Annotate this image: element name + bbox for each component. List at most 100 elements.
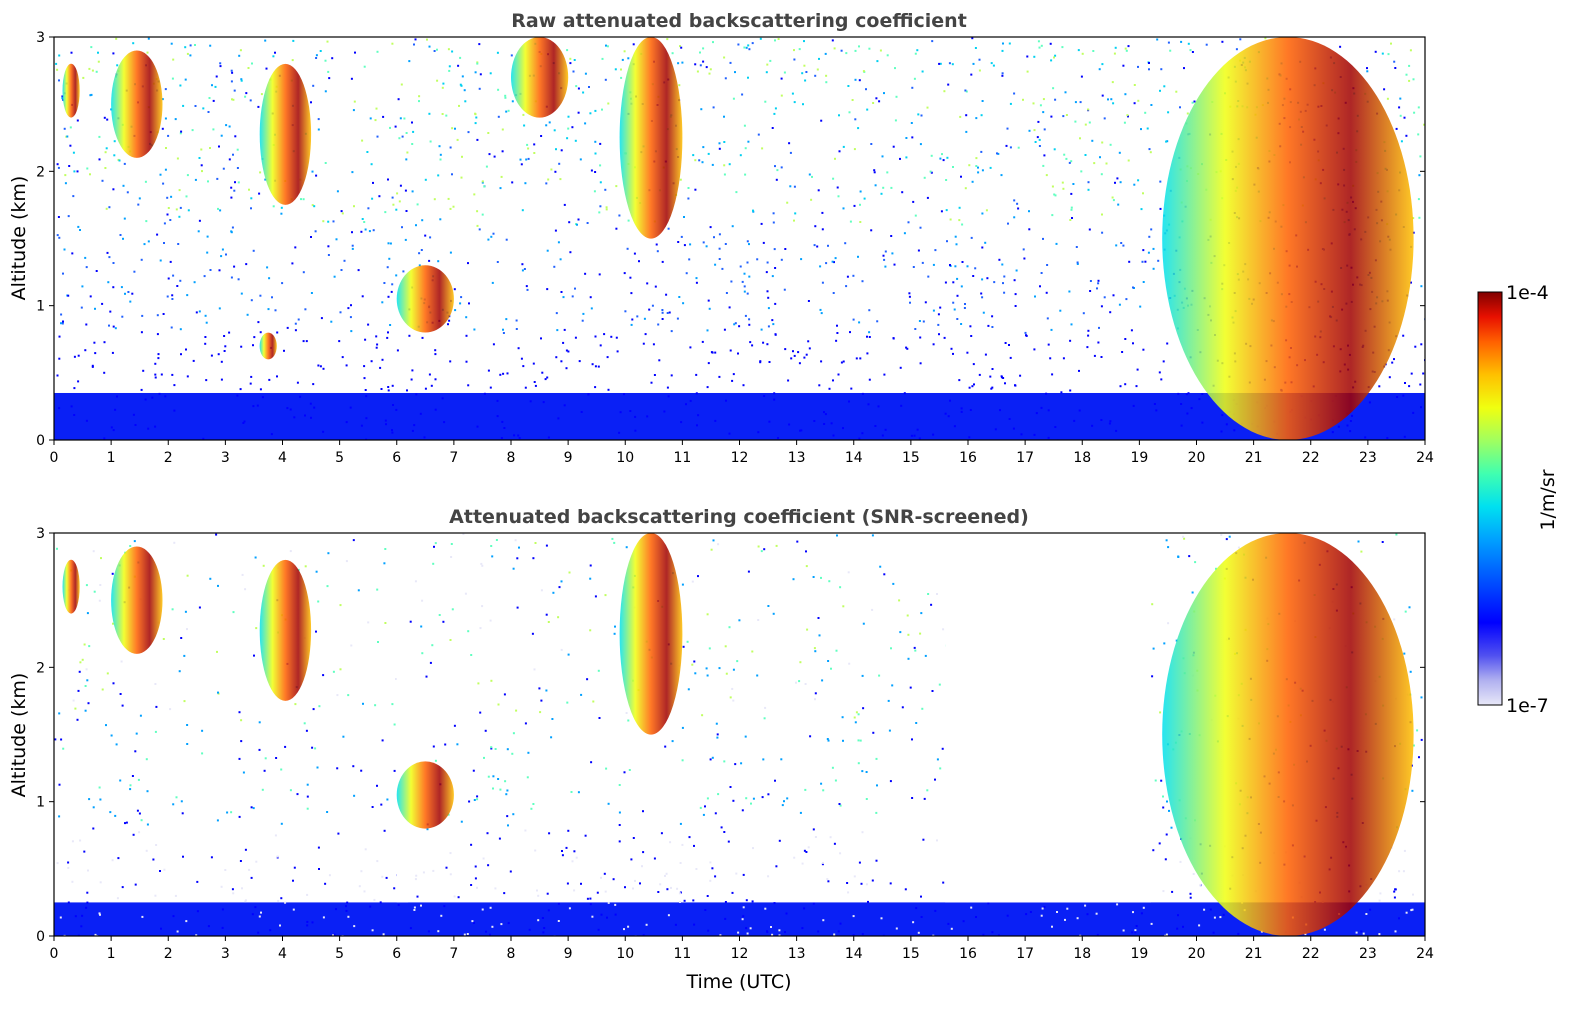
noise-speck: [968, 436, 971, 439]
noise-speck: [565, 367, 568, 370]
noise-speck: [353, 925, 356, 928]
noise-speck: [103, 437, 106, 440]
noise-speck: [77, 689, 80, 692]
noise-speck: [91, 365, 94, 368]
noise-speck: [169, 708, 172, 711]
noise-speck: [793, 58, 796, 61]
noise-speck: [569, 251, 572, 254]
noise-speck: [835, 649, 838, 652]
noise-speck: [802, 103, 804, 106]
noise-speck: [1215, 567, 1217, 570]
noise-speck: [231, 888, 234, 891]
noise-speck: [571, 860, 574, 863]
noise-speck: [766, 343, 769, 346]
noise-speck: [173, 384, 176, 387]
noise-speck: [527, 751, 530, 754]
noise-speck: [880, 917, 883, 920]
noise-speck: [960, 323, 963, 325]
noise-speck: [664, 745, 667, 748]
noise-speck: [653, 857, 656, 860]
noise-speck: [497, 778, 500, 780]
x-tick-label: 1: [107, 450, 116, 466]
noise-speck: [232, 98, 235, 101]
noise-speck: [775, 544, 778, 547]
noise-speck: [221, 926, 224, 929]
noise-speck: [793, 49, 795, 52]
noise-speck: [857, 713, 860, 716]
noise-speck: [112, 622, 114, 625]
noise-speck: [415, 393, 418, 396]
noise-speck: [142, 369, 145, 372]
noise-speck: [594, 152, 597, 155]
noise-speck: [1411, 789, 1414, 792]
noise-speck: [460, 296, 463, 299]
noise-speck: [861, 831, 864, 834]
noise-speck: [1097, 341, 1100, 344]
noise-speck: [176, 285, 179, 287]
noise-speck: [265, 67, 268, 70]
noise-speck: [1054, 54, 1057, 57]
noise-speck: [522, 113, 525, 116]
noise-speck: [1069, 219, 1072, 221]
noise-speck: [465, 316, 468, 319]
x-tick-label: 1: [107, 946, 116, 962]
noise-speck: [960, 410, 963, 413]
noise-speck: [299, 395, 302, 398]
noise-speck: [817, 930, 820, 933]
noise-speck: [349, 316, 352, 319]
noise-speck: [914, 328, 917, 330]
noise-speck: [767, 793, 770, 796]
noise-speck: [1098, 326, 1100, 329]
noise-speck: [497, 115, 500, 118]
noise-speck: [832, 292, 835, 294]
noise-speck: [1003, 291, 1006, 294]
noise-speck: [1040, 272, 1043, 274]
noise-speck: [812, 902, 815, 905]
noise-speck: [599, 205, 602, 208]
noise-speck: [109, 310, 112, 313]
noise-speck: [1191, 591, 1194, 594]
noise-speck: [209, 577, 212, 580]
noise-speck: [978, 58, 981, 61]
noise-speck: [1127, 45, 1130, 48]
noise-speck: [1419, 155, 1422, 158]
noise-speck: [1331, 431, 1334, 434]
noise-speck: [574, 139, 577, 142]
noise-speck: [57, 216, 60, 218]
noise-speck: [996, 152, 998, 155]
noise-speck: [861, 770, 864, 773]
noise-speck: [548, 832, 551, 835]
noise-speck: [1087, 188, 1090, 191]
noise-speck: [621, 58, 624, 61]
noise-speck: [71, 880, 74, 883]
noise-speck: [890, 647, 892, 650]
noise-speck: [842, 427, 844, 430]
noise-speck: [1165, 933, 1168, 936]
noise-speck: [391, 42, 394, 45]
noise-speck: [969, 409, 972, 411]
noise-speck: [783, 800, 785, 803]
noise-speck: [1113, 52, 1116, 55]
noise-speck: [167, 277, 170, 280]
noise-speck: [331, 57, 334, 60]
noise-speck: [1156, 38, 1159, 41]
noise-speck: [324, 882, 327, 885]
noise-speck: [112, 262, 115, 264]
noise-speck: [848, 400, 850, 403]
noise-speck: [1100, 173, 1103, 176]
noise-speck: [449, 873, 452, 876]
x-tick-label: 22: [1302, 946, 1320, 962]
noise-speck: [919, 226, 922, 229]
noise-speck: [481, 213, 484, 216]
noise-speck: [451, 608, 454, 611]
noise-speck: [180, 637, 183, 639]
noise-speck: [981, 100, 984, 102]
noise-speck: [384, 419, 387, 422]
noise-speck: [1065, 157, 1068, 160]
noise-speck: [671, 740, 674, 743]
noise-speck: [421, 599, 424, 602]
noise-speck: [415, 874, 418, 877]
noise-speck: [847, 891, 850, 894]
noise-speck: [449, 360, 452, 363]
noise-speck: [760, 222, 763, 225]
